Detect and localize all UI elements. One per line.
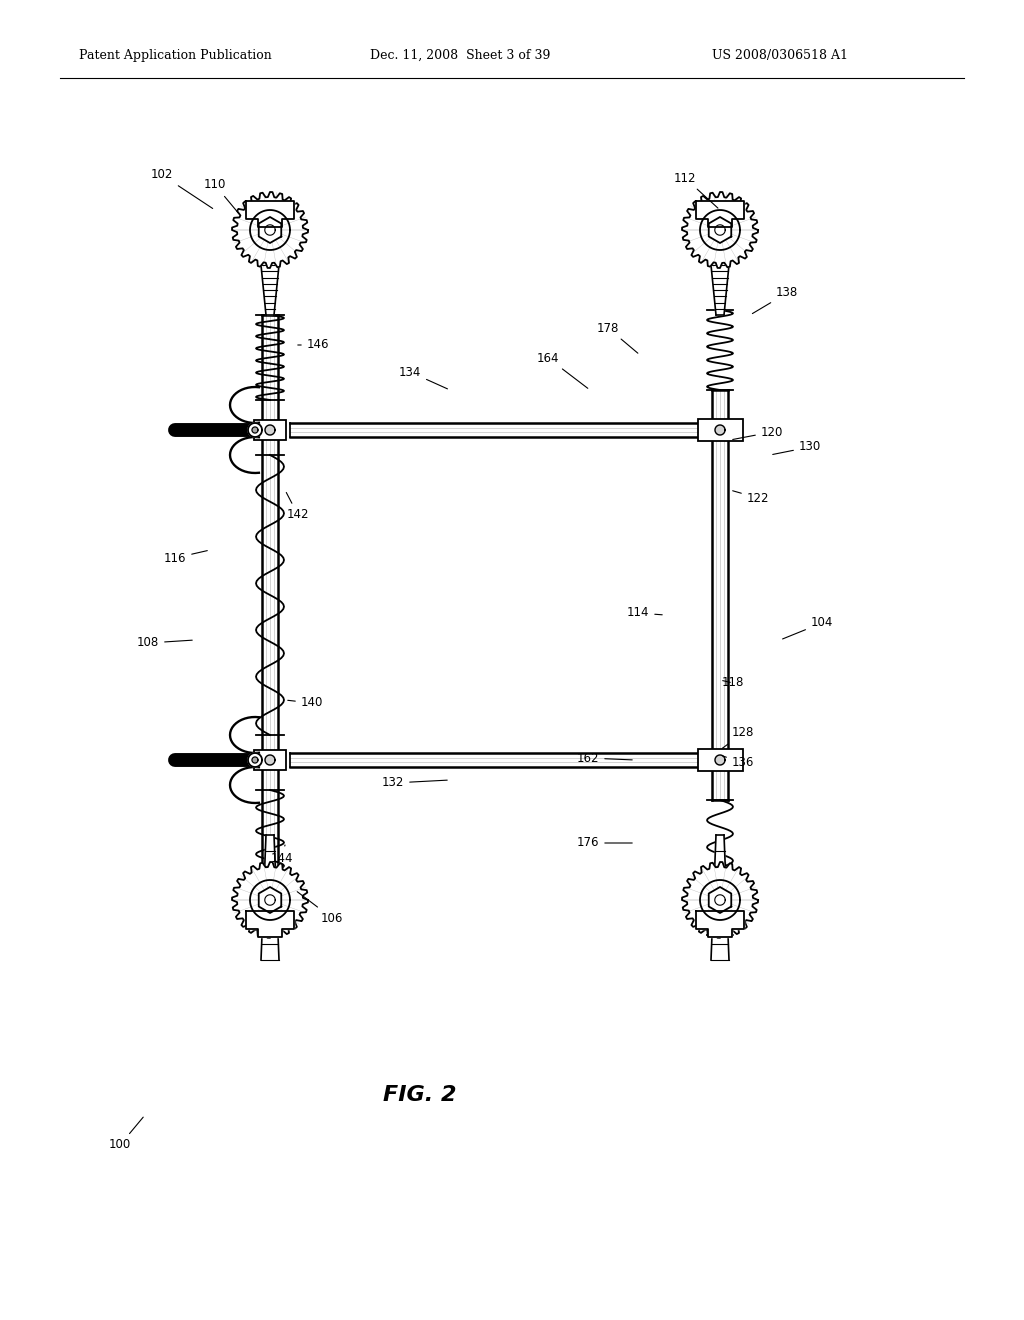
FancyBboxPatch shape	[254, 750, 286, 770]
Text: 162: 162	[577, 751, 632, 764]
Text: 102: 102	[151, 169, 213, 209]
FancyBboxPatch shape	[707, 870, 733, 929]
FancyBboxPatch shape	[697, 748, 742, 771]
Text: 140: 140	[288, 697, 324, 710]
Polygon shape	[248, 422, 262, 437]
Text: 142: 142	[287, 492, 309, 521]
FancyBboxPatch shape	[697, 418, 742, 441]
Text: 108: 108	[137, 636, 193, 649]
Polygon shape	[711, 265, 729, 315]
Text: 134: 134	[398, 366, 447, 389]
Polygon shape	[290, 422, 700, 437]
Text: 164: 164	[537, 351, 588, 388]
Polygon shape	[252, 426, 258, 433]
Polygon shape	[696, 911, 744, 937]
Polygon shape	[261, 265, 279, 315]
Polygon shape	[252, 756, 258, 763]
Text: 118: 118	[722, 676, 744, 689]
Polygon shape	[290, 752, 700, 767]
Polygon shape	[261, 836, 279, 960]
Polygon shape	[709, 887, 731, 913]
Polygon shape	[682, 862, 758, 939]
Polygon shape	[265, 425, 275, 436]
Text: Patent Application Publication: Patent Application Publication	[79, 49, 271, 62]
Polygon shape	[232, 862, 308, 939]
Polygon shape	[259, 887, 282, 913]
Text: 138: 138	[753, 286, 798, 314]
Text: US 2008/0306518 A1: US 2008/0306518 A1	[712, 49, 848, 62]
Polygon shape	[711, 836, 729, 960]
Text: 136: 136	[723, 756, 755, 770]
Polygon shape	[709, 216, 731, 243]
Text: 120: 120	[733, 425, 783, 440]
Text: 146: 146	[298, 338, 330, 351]
Polygon shape	[232, 191, 308, 268]
Polygon shape	[246, 911, 294, 937]
Text: 176: 176	[577, 837, 632, 850]
Polygon shape	[248, 752, 262, 767]
Text: 130: 130	[773, 441, 821, 454]
Polygon shape	[696, 201, 744, 227]
Text: 114: 114	[627, 606, 663, 619]
Text: 116: 116	[164, 550, 207, 565]
Text: 128: 128	[722, 726, 755, 748]
Text: 144: 144	[270, 845, 293, 865]
Polygon shape	[712, 389, 728, 800]
Text: 178: 178	[597, 322, 638, 354]
Text: 110: 110	[204, 178, 239, 213]
Text: FIG. 2: FIG. 2	[383, 1085, 457, 1105]
Text: 132: 132	[382, 776, 447, 789]
Text: 106: 106	[297, 892, 343, 924]
Text: 100: 100	[109, 1117, 143, 1151]
Polygon shape	[682, 191, 758, 268]
Polygon shape	[265, 755, 275, 766]
Text: 112: 112	[674, 172, 718, 209]
Polygon shape	[246, 201, 294, 227]
Polygon shape	[715, 755, 725, 766]
FancyBboxPatch shape	[257, 201, 283, 260]
Polygon shape	[262, 315, 278, 931]
Polygon shape	[259, 216, 282, 243]
Text: 122: 122	[733, 491, 769, 504]
FancyBboxPatch shape	[707, 201, 733, 260]
FancyBboxPatch shape	[257, 870, 283, 929]
Text: Dec. 11, 2008  Sheet 3 of 39: Dec. 11, 2008 Sheet 3 of 39	[370, 49, 550, 62]
FancyBboxPatch shape	[254, 420, 286, 440]
Text: 104: 104	[782, 616, 834, 639]
Polygon shape	[715, 425, 725, 436]
